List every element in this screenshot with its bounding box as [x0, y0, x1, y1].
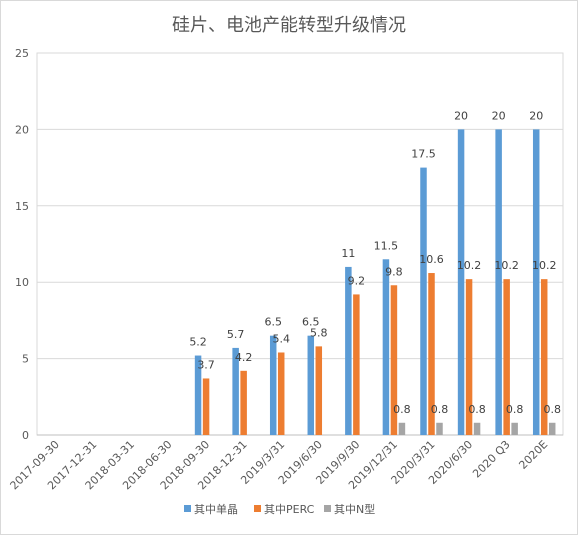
legend-label: 其中PERC: [264, 503, 315, 516]
data-label: 3.7: [197, 358, 215, 371]
legend-label: 其中单晶: [194, 503, 238, 516]
y-tick-label: 15: [15, 200, 29, 213]
y-tick-label: 20: [15, 123, 29, 136]
bar: [503, 279, 510, 435]
legend-swatch: [254, 505, 261, 512]
x-tick-labels: 2017-09-302017-12-312018-03-312018-06-30…: [8, 438, 551, 492]
data-label: 4.2: [235, 351, 253, 364]
data-label: 6.5: [302, 316, 320, 329]
bar: [277, 352, 285, 435]
plot-area: [36, 52, 564, 436]
data-label: 5.8: [310, 326, 328, 339]
y-tick-label: 5: [22, 353, 29, 366]
data-label: 0.8: [506, 403, 524, 416]
gridlines: [37, 52, 563, 360]
data-label: 20: [529, 109, 543, 122]
data-label: 0.8: [543, 403, 561, 416]
bar: [232, 347, 239, 435]
data-label: 0.8: [431, 403, 449, 416]
bar: [202, 378, 210, 435]
x-tick-label: 2020E: [516, 438, 550, 472]
bar: [465, 279, 473, 435]
bar: [390, 285, 398, 435]
bar: [345, 266, 352, 435]
legend-item: 其中PERC: [254, 503, 315, 516]
legend: 其中单晶 其中PERC 其中N型: [184, 502, 375, 516]
data-label: 17.5: [411, 148, 436, 161]
y-tick-label: 0: [22, 429, 29, 442]
bar: [473, 422, 481, 435]
y-tick-label: 25: [15, 47, 29, 60]
bar: [240, 370, 247, 435]
bar: [353, 294, 360, 435]
data-label: 10.2: [494, 259, 519, 272]
bar: [398, 422, 406, 435]
bars: [194, 129, 556, 435]
bar: [194, 355, 202, 435]
bar: [511, 422, 518, 435]
bar: [540, 279, 548, 435]
data-label: 10.2: [532, 259, 557, 272]
data-label: 10.6: [419, 253, 444, 266]
legend-item: 其中N型: [324, 502, 375, 516]
bar: [382, 259, 390, 435]
bar: [428, 273, 435, 435]
bar: [315, 346, 323, 435]
bar: [495, 129, 502, 435]
data-labels: 5.23.75.74.26.55.46.55.8119.211.59.80.81…: [189, 109, 561, 415]
bar: [420, 167, 427, 435]
legend-swatch: [184, 505, 191, 512]
bar: [548, 422, 556, 435]
data-label: 11: [341, 247, 355, 260]
data-label: 9.8: [385, 265, 403, 278]
bar: [532, 129, 540, 435]
data-label: 0.8: [468, 403, 486, 416]
legend-swatch: [324, 505, 331, 512]
data-label: 5.4: [272, 332, 290, 345]
bar: [457, 129, 465, 435]
chart-title: 硅片、电池产能转型升级情况: [172, 15, 406, 36]
legend-item: 其中单晶: [184, 503, 238, 516]
data-label: 5.2: [189, 336, 207, 349]
y-tick-label: 10: [15, 276, 29, 289]
axes: 0 5 10 15 20 25: [15, 47, 564, 442]
data-label: 10.2: [457, 259, 482, 272]
legend-label: 其中N型: [334, 502, 375, 516]
bar: [307, 335, 315, 435]
bar: [269, 335, 277, 435]
x-tick-label: 2020 Q3: [470, 438, 513, 481]
data-label: 5.7: [227, 328, 245, 341]
data-label: 11.5: [374, 239, 399, 252]
data-label: 20: [454, 109, 468, 122]
data-label: 6.5: [264, 316, 282, 329]
data-label: 9.2: [348, 274, 366, 287]
data-label: 0.8: [393, 403, 411, 416]
bar: [436, 422, 443, 435]
data-label: 20: [492, 109, 506, 122]
